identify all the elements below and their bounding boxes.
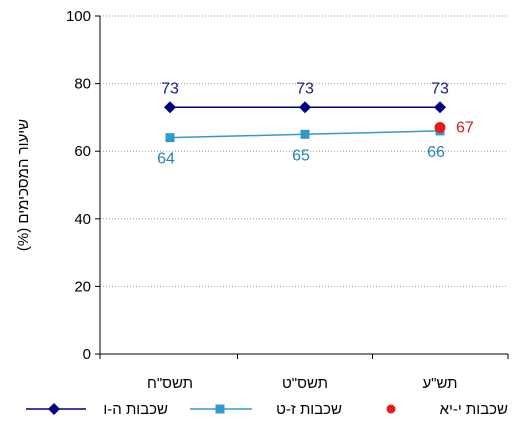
data-point xyxy=(434,122,446,134)
x-tick-label: תשס"ח xyxy=(147,375,193,392)
legend-marker xyxy=(386,404,396,414)
x-tick-label: תש"ע xyxy=(422,375,457,392)
y-tick-label: 100 xyxy=(66,8,91,25)
data-point xyxy=(434,101,446,114)
data-point xyxy=(165,133,175,143)
y-tick-label: 0 xyxy=(83,346,91,363)
y-axis-label: שיעור המסכימים (%) xyxy=(15,119,32,251)
legend-item-0: שכבות ה-ו xyxy=(26,401,168,418)
series-1 xyxy=(165,126,445,143)
legend-item-1: שכבות ז-ט xyxy=(190,401,342,418)
data-label: 73 xyxy=(431,80,449,97)
legend-marker xyxy=(48,403,60,415)
data-point xyxy=(300,129,310,139)
gridlines xyxy=(100,15,508,287)
data-labels: 73 73 73 64 65 66 67 xyxy=(157,80,474,167)
y-tick-label: 80 xyxy=(74,76,91,93)
legend-item-2: שכבות י-יא xyxy=(386,401,508,418)
legend-label: שכבות ז-ט xyxy=(276,401,342,418)
data-label: 65 xyxy=(292,147,310,164)
data-label: 66 xyxy=(427,144,445,161)
data-point xyxy=(299,101,311,114)
x-tick-label: תשס"ט xyxy=(282,375,328,392)
legend-marker xyxy=(215,404,225,414)
y-tick-label: 60 xyxy=(74,143,91,160)
legend-label: שכבות י-יא xyxy=(440,401,508,418)
series-2 xyxy=(434,122,446,134)
series-0 xyxy=(164,101,446,114)
legend-label: שכבות ה-ו xyxy=(103,401,168,418)
data-label: 73 xyxy=(161,80,179,97)
y-tick-label: 40 xyxy=(74,211,91,228)
data-point xyxy=(164,101,176,114)
series-layer xyxy=(164,101,446,143)
data-label: 64 xyxy=(157,151,175,168)
axes: 0 20 40 60 80 100 תשס"ח תשס"ט תש"ע xyxy=(66,8,509,392)
data-label: 67 xyxy=(456,120,474,137)
legend: שכבות ה-ו שכבות ז-ט שכבות י-יא xyxy=(26,401,508,418)
y-tick-label: 20 xyxy=(74,278,91,295)
data-label: 73 xyxy=(296,80,314,97)
